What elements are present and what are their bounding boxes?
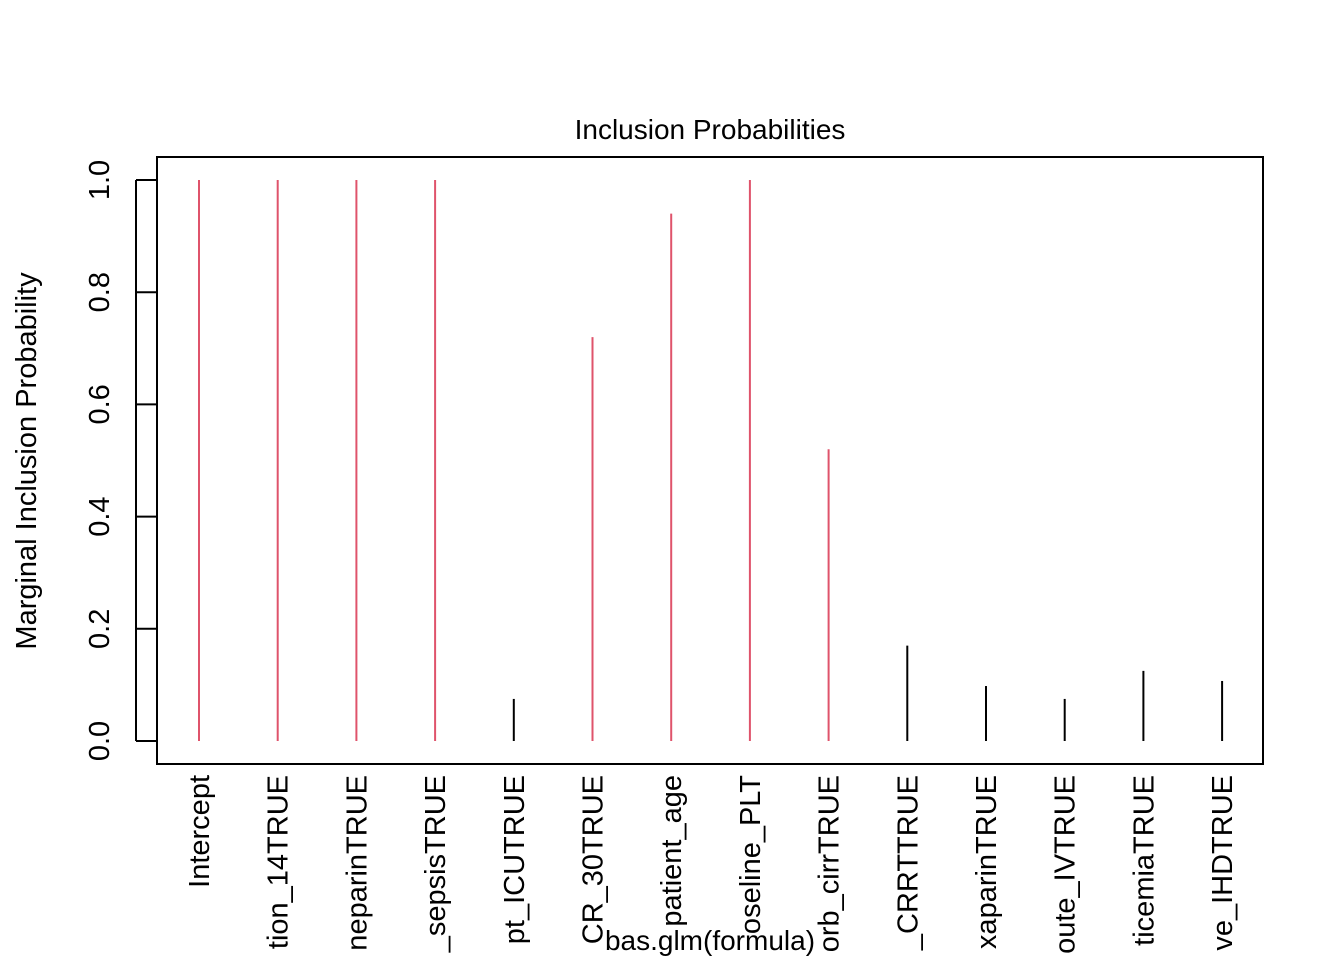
- x-tick-label: orb_cirrTRUE: [814, 775, 846, 952]
- plot-frame: [156, 156, 1264, 765]
- y-tick-label: 0.4: [84, 496, 116, 536]
- x-axis-label: bas.glm(formula): [605, 925, 815, 956]
- y-axis-label: Marginal Inclusion Probability: [11, 272, 43, 650]
- chart-title: Inclusion Probabilities: [575, 114, 846, 145]
- y-tick-label: 0.6: [84, 384, 116, 424]
- x-tick-label: Intercept: [184, 775, 216, 888]
- x-tick-label: pt_ICUTRUE: [499, 775, 531, 944]
- y-tick-label: 0.8: [84, 272, 116, 312]
- x-tick-label: patient_age: [656, 775, 688, 927]
- x-tick-label: CR_30TRUE: [578, 775, 610, 944]
- y-tick-label: 0.2: [84, 609, 116, 649]
- y-axis: 0.0 0.2 0.4 0.6 0.8 1.0: [84, 160, 157, 761]
- x-tick-label: oseline_PLT: [735, 775, 767, 934]
- x-tick-label: _sepsisTRUE: [420, 775, 452, 953]
- bars: [198, 180, 1224, 741]
- x-tick-label: ve_IHDTRUE: [1207, 775, 1239, 951]
- x-tick-label: _CRRTTRUE: [892, 775, 924, 951]
- y-tick-label: 0.0: [84, 721, 116, 761]
- x-tick-label: neparinTRUE: [341, 775, 373, 951]
- x-tick-label: xaparinTRUE: [971, 775, 1003, 949]
- y-tick-label: 1.0: [84, 160, 116, 200]
- x-tick-label: oute_IVTRUE: [1050, 775, 1082, 954]
- x-tick-label: tion_14TRUE: [263, 775, 295, 949]
- x-tick-labels: Intercept tion_14TRUE neparinTRUE _sepsisTR…: [184, 775, 1239, 954]
- x-tick-label: ticemiaTRUE: [1128, 775, 1160, 946]
